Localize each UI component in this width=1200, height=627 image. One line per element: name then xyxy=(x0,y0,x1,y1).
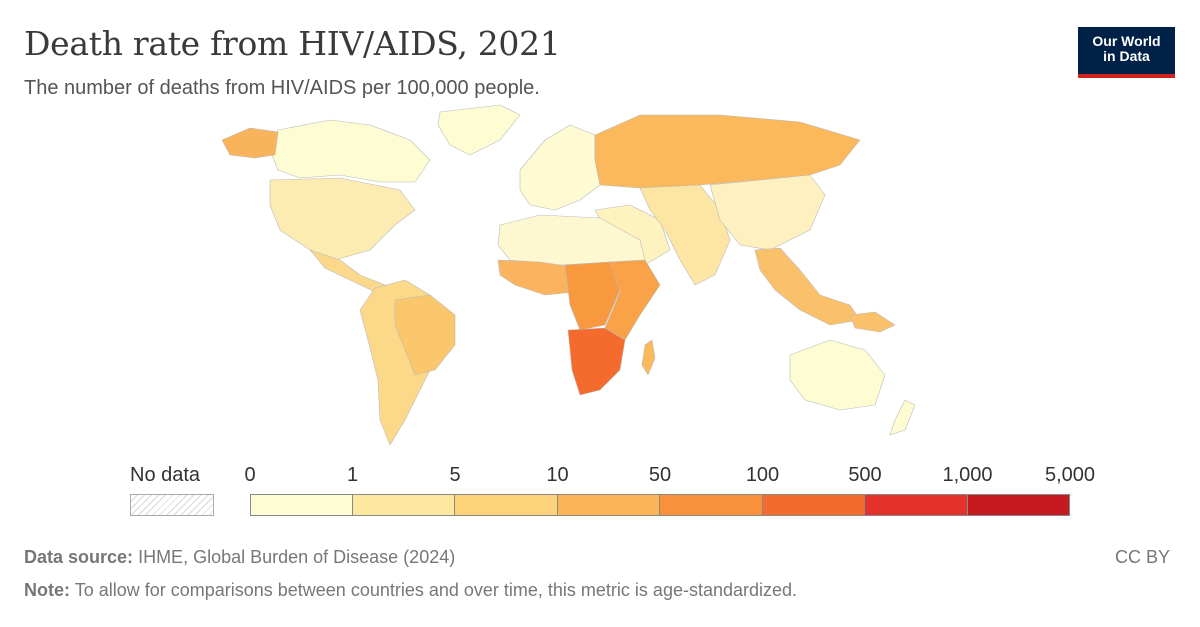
license-link[interactable]: CC BY xyxy=(1114,547,1170,567)
region-greenland[interactable] xyxy=(437,104,521,156)
legend-tick: 100 xyxy=(745,464,780,486)
data-source-text[interactable]: IHME, Global Burden of Disease (2024) xyxy=(138,547,456,567)
legend-no-data-label: No data xyxy=(130,464,201,486)
legend-tick: 5,000 xyxy=(1044,464,1096,486)
logo-line-1: Our World xyxy=(1092,33,1161,49)
region-brazil[interactable] xyxy=(394,294,456,376)
chart-subtitle: The number of deaths from HIV/AIDS per 1… xyxy=(24,77,540,99)
region-china[interactable] xyxy=(709,174,826,251)
logo-line-2: in Data xyxy=(1103,48,1150,64)
legend-bin-1000-5000[interactable] xyxy=(967,494,1070,516)
legend-bin-0-1[interactable] xyxy=(250,494,353,516)
legend-tick: 10 xyxy=(546,464,569,486)
region-canada[interactable] xyxy=(269,119,431,183)
region-east-africa[interactable] xyxy=(604,259,661,341)
legend-tick: 50 xyxy=(648,464,672,486)
region-south-asia[interactable] xyxy=(639,184,731,286)
legend-bin-100-500[interactable] xyxy=(762,494,865,516)
legend-no-data-swatch[interactable] xyxy=(130,494,214,516)
region-west-africa[interactable] xyxy=(497,259,581,296)
region-southeast-asia[interactable] xyxy=(754,247,861,326)
legend-color-scale xyxy=(250,494,1070,516)
region-north-america[interactable] xyxy=(269,177,416,261)
legend-bin-50-100[interactable] xyxy=(660,494,763,516)
legend-bin-10-50[interactable] xyxy=(557,494,660,516)
note-text: To allow for comparisons between countri… xyxy=(74,580,798,600)
chart-title: Death rate from HIV/AIDS, 2021 xyxy=(24,24,561,63)
region-russia[interactable] xyxy=(594,114,861,189)
region-new-zealand[interactable] xyxy=(889,399,916,436)
note-label: Note: xyxy=(24,580,70,600)
region-southern-africa[interactable] xyxy=(567,327,626,396)
region-madagascar[interactable] xyxy=(641,339,656,376)
region-australia[interactable] xyxy=(789,339,886,411)
owid-logo[interactable]: Our World in Data xyxy=(1078,27,1175,78)
data-source: Data source: IHME, Global Burden of Dise… xyxy=(24,547,455,568)
legend-tick: 0 xyxy=(244,464,256,486)
legend-tick: 500 xyxy=(848,464,882,486)
legend-bin-5-10[interactable] xyxy=(455,494,558,516)
region-europe[interactable] xyxy=(519,124,601,211)
world-map[interactable] xyxy=(200,100,920,450)
legend-tick: 1 xyxy=(346,464,359,486)
legend-tick: 1,000 xyxy=(942,464,993,486)
chart-note: Note: To allow for comparisons between c… xyxy=(24,580,797,601)
legend-bin-1-5[interactable] xyxy=(352,494,455,516)
data-source-label: Data source: xyxy=(24,547,134,567)
legend-tick: 5 xyxy=(449,464,461,486)
region-alaska[interactable] xyxy=(221,127,279,159)
region-papua-new-guinea[interactable] xyxy=(849,311,896,333)
legend-bin-500-1000[interactable] xyxy=(865,494,968,516)
